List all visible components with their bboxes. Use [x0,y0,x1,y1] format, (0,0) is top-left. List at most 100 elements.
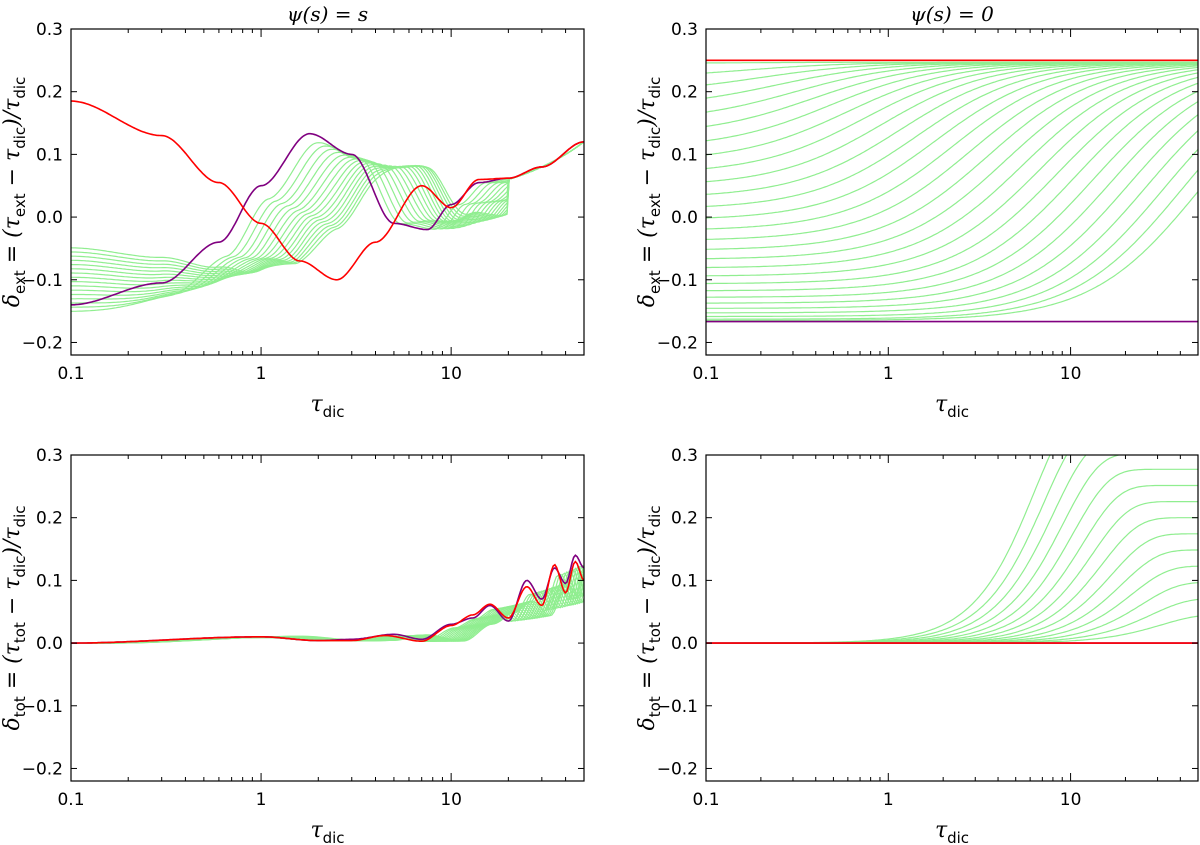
y-tick-label: 0.1 [671,145,698,165]
y-tick-label: −0.2 [657,759,698,779]
y-tick-label: 0.2 [671,509,698,529]
x-tick-label: 1 [883,790,894,810]
family-curve [706,114,1198,309]
y-tick-label: 0.2 [671,83,698,103]
family-curve [706,82,1198,292]
family-curve [706,191,1198,322]
family-curve [71,568,584,644]
axes-frame [70,28,585,356]
family-curve [706,148,1198,318]
y-axis-label: δext​ = (τext​ − τdic​)/τdic​ [635,77,664,308]
series-red [71,560,584,644]
family-curve [71,567,584,644]
y-tick-label: 0.1 [36,571,63,591]
panel-bottom-left: −0.2 −0.1 0.0 0.1 0.2 0.3 0.1 1 10 τdic​ δtot​ = (… [0,446,585,845]
x-tick-label: 10 [1060,364,1082,384]
family-curve [71,141,584,273]
family-curve [706,455,1051,644]
plot-area [706,455,1198,644]
family-curve [71,581,584,644]
x-tick-label: 1 [256,790,267,810]
family-curve [706,62,1198,195]
chart-title: ψ(s) = s [287,2,368,26]
family-curve [706,72,1198,277]
y-tick-label: 0.2 [36,509,63,529]
family-curve [71,141,584,293]
x-tick-label: 0.1 [692,790,719,810]
family-curve [71,565,584,644]
family-curve [706,69,1198,269]
y-tick-label: −0.1 [657,697,698,717]
x-tick-label: 1 [883,364,894,384]
series-purple [71,132,584,306]
y-tick-label: 0.3 [36,446,63,466]
family-curve [71,565,584,644]
x-axis-label: τdic​ [935,818,969,845]
y-tick-label: 0.0 [671,208,698,228]
family-curve [706,598,1198,644]
family-curve [71,141,584,286]
family-curve [71,141,584,282]
panel-top-left: −0.2 −0.1 0.0 0.1 0.2 0.3 0.1 1 10 ψ(s) = s τdic​ δ… [0,2,585,421]
family-curve [71,141,584,277]
y-axis-label: δtot​ = (τtot​ − τdic​)/τdic​ [635,506,664,731]
panel-bottom-right: −0.2 −0.1 0.0 0.1 0.2 0.3 0.1 1 10 τdic​ δtot​ = (… [635,446,1199,845]
family-curve [706,549,1198,644]
family-curve [706,76,1198,285]
x-axis-label: τdic​ [935,392,969,421]
family-curve [71,141,584,279]
family-curve [706,455,1087,644]
series-red [71,100,584,281]
y-tick-label: 0.3 [671,446,698,466]
y-tick-label: 0.0 [36,208,63,228]
x-tick-label: 1 [256,364,267,384]
family-curve [71,141,584,274]
x-tick-label: 0.1 [57,790,84,810]
x-tick-label: 0.1 [692,364,719,384]
family-curve [71,141,584,289]
axes-frame [705,454,1199,782]
family-curve [706,61,1198,64]
family-curve [706,455,1068,644]
family-curve [706,468,1198,644]
axes-frame [705,28,1199,356]
family-curve [706,63,1198,230]
x-tick-label: 10 [440,364,462,384]
family-curve [706,101,1198,304]
x-tick-label: 10 [1060,790,1082,810]
y-tick-label: 0.0 [36,634,63,654]
y-axis-label: δext​ = (τext​ − τdic​)/τdic​ [0,77,29,308]
family-curve [706,64,1198,240]
family-curve [71,566,584,644]
axes-frame [70,454,585,782]
y-tick-label: −0.2 [22,759,63,779]
plot-area [71,554,584,644]
family-curve [706,65,1198,250]
panel-top-right: −0.2 −0.1 0.0 0.1 0.2 0.3 0.1 1 10 ψ(s) = 0 τdic​ δ… [635,2,1199,421]
plot-area [706,59,1198,323]
family-curve [71,141,584,304]
y-tick-label: −0.2 [22,333,63,353]
x-axis-label: τdic​ [310,818,344,845]
family-curve [706,62,1198,219]
family-curve [706,66,1198,260]
x-axis-label: τdic​ [310,392,344,421]
family-curve [71,141,584,296]
family-curve [71,141,584,300]
y-tick-label: 0.0 [671,634,698,654]
y-tick-label: 0.1 [671,571,698,591]
y-tick-label: −0.1 [22,271,63,291]
family-curve [706,169,1198,320]
y-tick-label: 0.2 [36,83,63,103]
chart-title: ψ(s) = 0 [910,2,994,26]
family-curve [706,61,1198,170]
y-tick-label: −0.1 [657,271,698,291]
y-axis-label: δtot​ = (τtot​ − τdic​)/τdic​ [0,506,29,731]
family-curve [706,517,1198,644]
x-tick-label: 0.1 [57,364,84,384]
x-tick-label: 10 [440,790,462,810]
family-curve [71,141,584,280]
y-tick-label: −0.1 [22,697,63,717]
plot-area [71,100,584,312]
